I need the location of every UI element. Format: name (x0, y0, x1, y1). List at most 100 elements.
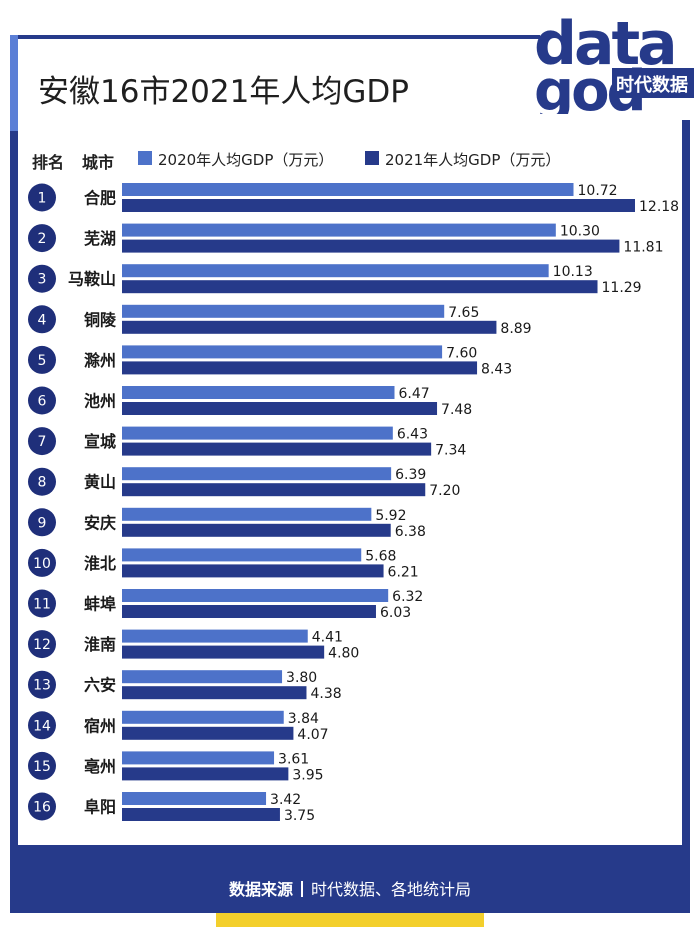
value-label-2020: 5.92 (375, 508, 406, 524)
rank-number: 5 (38, 353, 47, 369)
frame-left-accent (10, 35, 18, 131)
rank-badge (28, 264, 56, 293)
bar-2021 (122, 239, 620, 253)
city-label: 淮南 (84, 635, 116, 654)
value-label-2021: 4.07 (297, 727, 328, 743)
bar-2021 (122, 320, 497, 334)
city-column-header: 城市 (82, 153, 115, 172)
bar-2021 (122, 726, 294, 740)
value-label-2021: 11.29 (602, 280, 642, 296)
rank-number: 7 (38, 434, 47, 450)
rank-number: 16 (33, 800, 51, 816)
bar-2020 (122, 670, 283, 684)
bar-2020 (122, 386, 395, 399)
rank-number: 1 (38, 191, 47, 207)
bar-2021 (122, 767, 289, 781)
rank-badge (28, 345, 56, 374)
value-label-2020: 6.43 (397, 427, 428, 443)
rank-badge (28, 792, 56, 821)
rank-badge (28, 305, 56, 334)
rank-badge (28, 751, 56, 780)
bar-2020 (122, 426, 393, 440)
rank-badge (28, 427, 56, 456)
rank-badge (28, 711, 56, 740)
rank-number: 9 (38, 515, 47, 531)
value-label-2021: 8.89 (500, 321, 531, 337)
bar-2020 (122, 710, 284, 724)
city-label: 蚌埠 (84, 595, 116, 614)
rank-number: 6 (38, 394, 47, 410)
legend-label-2021: 2021年人均GDP（万元） (385, 151, 561, 169)
source-text: 时代数据、各地统计局 (311, 880, 472, 899)
footer-band (10, 845, 690, 913)
city-label: 六安 (84, 676, 116, 695)
page-title: 安徽16市2021年人均GDP (38, 74, 409, 110)
value-label-2020: 10.13 (553, 264, 593, 280)
bar-2021 (122, 402, 438, 415)
legend-label-2020: 2020年人均GDP（万元） (158, 151, 334, 169)
bar-2021 (122, 199, 635, 212)
rank-number: 14 (33, 718, 51, 734)
rank-number: 13 (33, 678, 51, 694)
rank-number: 3 (38, 272, 47, 288)
value-label-2021: 7.20 (429, 483, 460, 499)
city-label: 宿州 (84, 716, 116, 735)
rank-badge (28, 224, 56, 253)
value-label-2020: 6.32 (392, 589, 423, 605)
bar-2020 (122, 304, 445, 318)
city-label: 宣城 (84, 432, 116, 451)
city-label: 淮北 (84, 554, 116, 573)
rank-number: 15 (33, 759, 51, 775)
value-label-2020: 10.30 (560, 224, 600, 240)
bar-2020 (122, 548, 362, 562)
value-label-2020: 3.61 (278, 751, 309, 767)
city-label: 芜湖 (84, 229, 116, 248)
value-label-2020: 3.42 (270, 792, 301, 808)
city-label: 合肥 (84, 189, 116, 208)
rank-badge (28, 670, 56, 699)
bar-2020 (122, 629, 308, 643)
frame-left-border (10, 131, 18, 851)
city-label: 亳州 (84, 757, 116, 776)
bar-2021 (122, 442, 432, 456)
frame-right-border (682, 120, 690, 850)
value-label-2020: 5.68 (365, 548, 396, 564)
rank-number: 10 (33, 556, 51, 572)
bar-2020 (122, 183, 574, 196)
rank-badge (28, 630, 56, 659)
value-label-2020: 3.84 (288, 711, 319, 727)
rank-number: 8 (38, 475, 47, 491)
bar-2021 (122, 280, 598, 294)
value-label-2021: 7.48 (441, 402, 472, 418)
bar-2021 (122, 564, 384, 578)
source-separator (301, 881, 303, 897)
bar-2021 (122, 645, 325, 659)
bar-2020 (122, 589, 389, 602)
rank-badge (28, 183, 56, 212)
city-label: 阜阳 (84, 798, 116, 817)
source-label: 数据来源 (228, 880, 293, 899)
bar-chart: 1 合肥 10.72 12.18 2 芜湖 10.30 11.81 3 马鞍山 10.13 11.29… (28, 183, 679, 824)
legend-swatch-2021 (365, 151, 379, 165)
rank-number: 2 (38, 231, 47, 247)
bar-2020 (122, 507, 372, 521)
rank-badge (28, 386, 56, 415)
frame-top-border (10, 35, 540, 39)
rank-number: 12 (33, 637, 51, 653)
datagod-logo: data god 时代数据 (534, 9, 694, 114)
value-label-2020: 4.41 (312, 630, 343, 646)
bar-2020 (122, 467, 392, 481)
logo-data-text: data (534, 9, 675, 79)
logo-brand-box (612, 68, 694, 98)
bar-2021 (122, 686, 307, 700)
rank-number: 11 (33, 597, 51, 613)
value-label-2021: 8.43 (481, 361, 512, 377)
value-label-2021: 6.38 (395, 524, 426, 540)
bar-2020 (122, 223, 556, 237)
city-label: 铜陵 (84, 310, 117, 329)
value-label-2021: 3.75 (284, 808, 315, 824)
rank-badge (28, 589, 56, 618)
value-label-2021: 3.95 (292, 767, 323, 783)
bar-2020 (122, 345, 443, 359)
bar-2021 (122, 361, 478, 375)
